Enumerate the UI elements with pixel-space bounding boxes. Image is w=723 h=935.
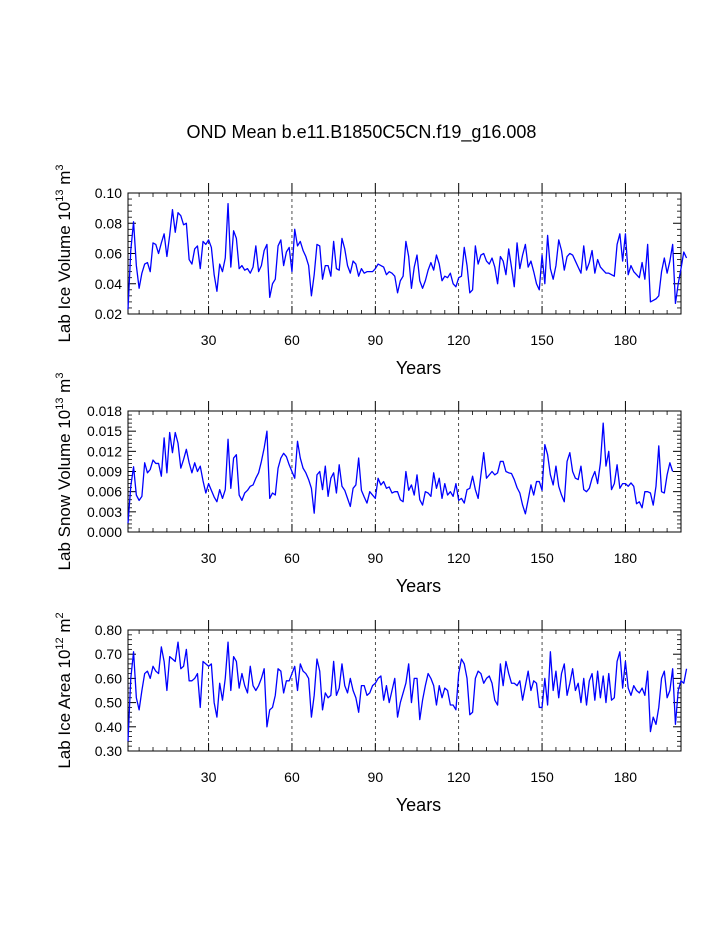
y-tick-label-ice-volume: 0.04 [95,276,122,292]
x-tick-label-ice-area: 90 [368,769,384,785]
y-tick-label-ice-area: 0.30 [95,743,122,759]
x-tick-label-ice-volume: 120 [447,332,471,348]
y-axis-label-part: Lab Ice Area 10 [55,650,74,769]
x-tick-label-ice-volume: 30 [201,332,217,348]
chart-title: OND Mean b.e11.B1850C5CN.f19_g16.008 [186,122,537,142]
y-axis-label-part: 12 [54,637,66,649]
x-axis-label-ice-area: Years [396,795,441,815]
x-tick-label-ice-volume: 150 [530,332,554,348]
plot-frame-ice-area [127,629,682,752]
y-tick-label-ice-volume: 0.02 [95,306,122,322]
x-tick-label-ice-volume: 90 [368,332,384,348]
panel-lab-ice-area: 30 60 90 120 150 180 0.30 0.40 0.50 0.60 0.70 0.80 Y… [54,612,688,815]
y-tick-label-ice-area: 0.50 [95,695,122,711]
x-tick-label-ice-area: 180 [614,769,638,785]
y-tick-label-snow-volume: 0.012 [87,443,122,459]
series-line-snow-volume [127,422,674,524]
x-tick-label-snow-volume: 30 [201,550,217,566]
y-tick-label-ice-area: 0.80 [95,622,122,638]
y-axis-label-part: m [55,618,74,637]
y-tick-label-snow-volume: 0.009 [87,464,122,480]
x-tick-label-ice-area: 60 [284,769,300,785]
y-tick-label-snow-volume: 0.003 [87,504,122,520]
x-tick-label-ice-area: 150 [530,769,554,785]
y-tick-label-ice-area: 0.70 [95,646,122,662]
x-tick-label-ice-area: 120 [447,769,471,785]
x-tick-label-snow-volume: 90 [368,550,384,566]
x-tick-label-snow-volume: 60 [284,550,300,566]
y-axis-label-part: 13 [54,398,66,410]
x-tick-label-ice-volume: 180 [614,332,638,348]
y-tick-label-snow-volume: 0.006 [87,484,122,500]
panel-lab-snow-volume: 30 60 90 120 150 180 0.000 0.003 0.006 0.009 0.012… [54,373,682,596]
y-tick-label-ice-area: 0.40 [95,719,122,735]
x-tick-label-ice-area: 30 [201,769,217,785]
x-tick-label-snow-volume: 180 [614,550,638,566]
y-axis-label-part: Lab Ice Volume 10 [55,202,74,343]
y-tick-label-snow-volume: 0.018 [87,403,122,419]
plot-frame-snow-volume [127,410,682,533]
panel-lab-ice-volume: 30 60 90 120 150 180 0.02 0.04 0.06 0.08 0.10 Years… [54,164,688,378]
series-line-ice-area [127,641,688,742]
x-axis-label-ice-volume: Years [396,358,441,378]
x-axis-label-snow-volume: Years [396,576,441,596]
y-axis-label-part: m [55,171,74,190]
y-tick-label-ice-volume: 0.08 [95,215,122,231]
x-tick-label-snow-volume: 120 [447,550,471,566]
y-tick-label-ice-volume: 0.10 [95,185,122,201]
y-axis-label-snow-volume: Lab Snow Volume 1013 m3 [54,373,74,571]
y-tick-label-ice-volume: 0.06 [95,246,122,262]
y-axis-label-part: Lab Snow Volume 10 [55,410,74,571]
y-tick-label-ice-area: 0.60 [95,670,122,686]
y-axis-label-ice-volume: Lab Ice Volume 1013 m3 [54,164,74,342]
y-tick-label-snow-volume: 0.015 [87,423,122,439]
x-tick-label-ice-volume: 60 [284,332,300,348]
y-axis-label-part: 13 [54,189,66,201]
x-tick-label-snow-volume: 150 [530,550,554,566]
y-axis-label-part: m [55,379,74,398]
y-axis-label-part: 3 [54,373,66,379]
y-axis-label-part: 3 [54,164,66,170]
y-axis-label-part: 2 [54,612,66,618]
series-line-ice-volume [127,202,688,310]
y-axis-label-ice-area: Lab Ice Area 1012 m2 [54,612,74,768]
y-tick-label-snow-volume: 0.000 [87,524,122,540]
